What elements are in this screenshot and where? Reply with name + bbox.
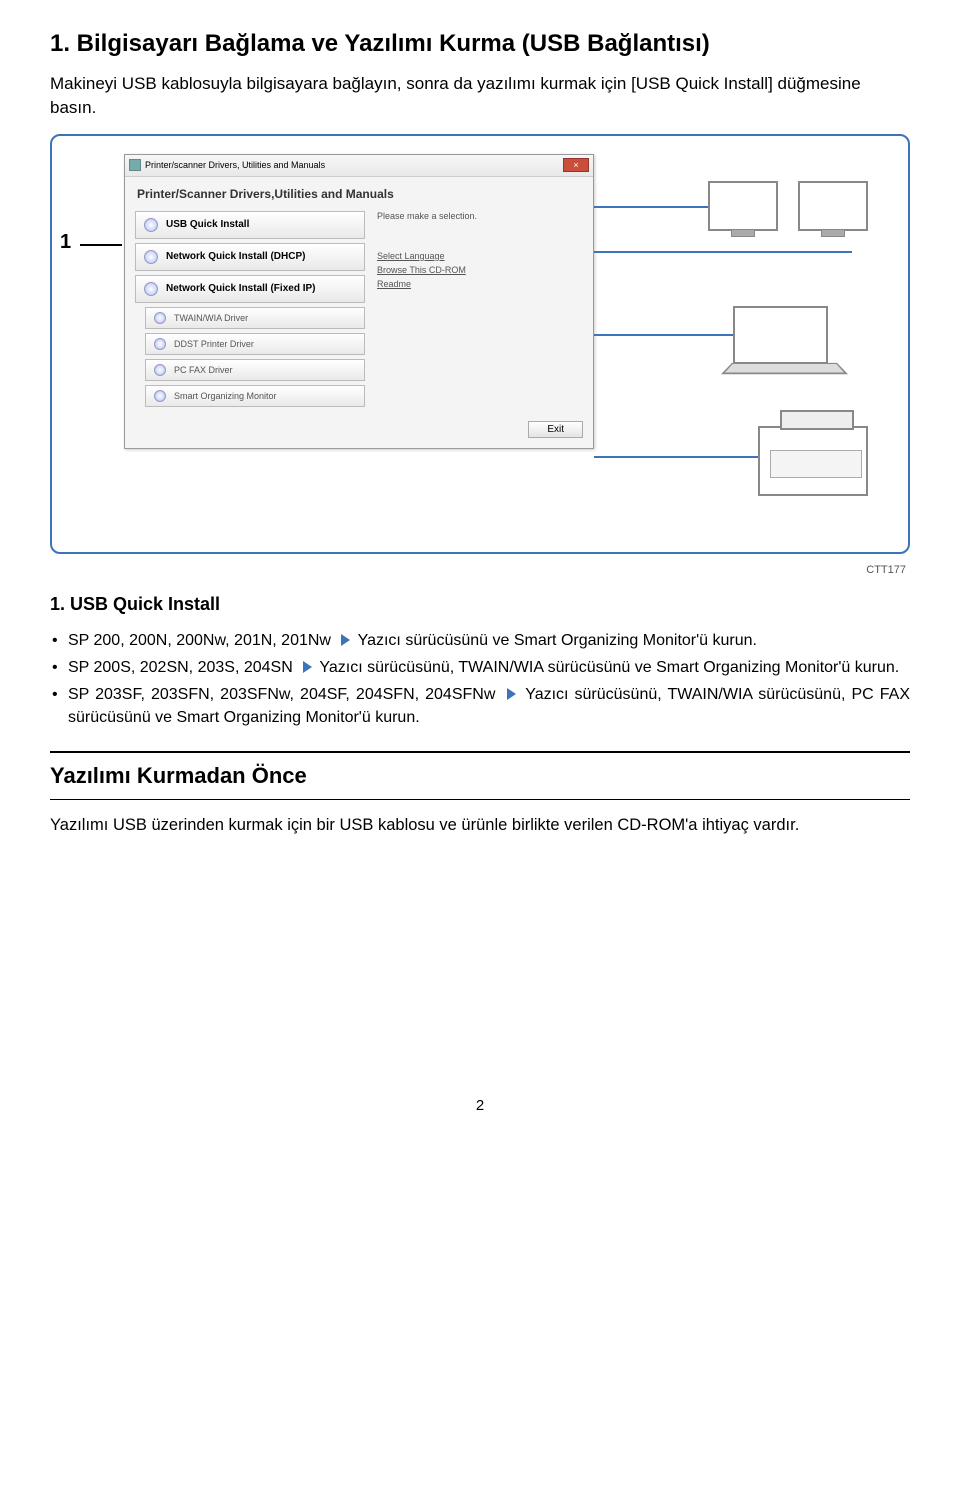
disc-icon [144, 250, 158, 264]
instruction-text: Yazıcı sürücüsünü, TWAIN/WIA sürücüsünü … [315, 659, 899, 676]
models-text: SP 200S, 202SN, 203S, 204SN [68, 659, 297, 676]
model-list: SP 200, 200N, 200Nw, 201N, 201Nw Yazıcı … [50, 629, 910, 730]
twain-button[interactable]: TWAIN/WIA Driver [145, 307, 365, 329]
button-column: USB Quick Install Network Quick Install … [135, 211, 365, 407]
som-label: Smart Organizing Monitor [174, 391, 277, 401]
list-item: SP 200S, 202SN, 203S, 204SN Yazıcı sürüc… [50, 656, 910, 679]
fixed-label: Network Quick Install (Fixed IP) [166, 283, 315, 294]
connector-line [594, 251, 852, 253]
sub-heading: 1. USB Quick Install [50, 594, 910, 615]
pcfax-label: PC FAX Driver [174, 365, 233, 375]
triangle-icon [303, 661, 312, 673]
models-text: SP 200, 200N, 200Nw, 201N, 201Nw [68, 632, 335, 649]
section-2-title: Yazılımı Kurmadan Önce [50, 763, 910, 789]
twain-label: TWAIN/WIA Driver [174, 313, 248, 323]
select-language-link[interactable]: Select Language [377, 251, 583, 261]
disc-icon [154, 312, 166, 324]
section-2-body: Yazılımı USB üzerinden kurmak için bir U… [50, 814, 910, 837]
list-item: SP 200, 200N, 200Nw, 201N, 201Nw Yazıcı … [50, 629, 910, 652]
laptop-icon [733, 306, 828, 364]
image-code: CTT177 [50, 564, 910, 576]
readme-link[interactable]: Readme [377, 279, 583, 289]
intro-paragraph: Makineyi USB kablosuyla bilgisayara bağl… [50, 72, 910, 120]
right-column: Please make a selection. Select Language… [377, 211, 583, 407]
disc-icon [144, 282, 158, 296]
page-title: 1. Bilgisayarı Bağlama ve Yazılımı Kurma… [50, 30, 910, 58]
network-fixed-button[interactable]: Network Quick Install (Fixed IP) [135, 275, 365, 303]
printer-icon [758, 426, 868, 496]
usb-quick-install-button[interactable]: USB Quick Install [135, 211, 365, 239]
window-title-text: Printer/scanner Drivers, Utilities and M… [145, 160, 325, 170]
app-icon [129, 159, 141, 171]
selection-hint: Please make a selection. [377, 211, 583, 221]
ddst-button[interactable]: DDST Printer Driver [145, 333, 365, 355]
browse-cd-link[interactable]: Browse This CD-ROM [377, 265, 583, 275]
triangle-icon [507, 688, 516, 700]
installer-window: Printer/scanner Drivers, Utilities and M… [124, 154, 594, 449]
disc-icon [154, 364, 166, 376]
monitor-icon [708, 181, 778, 231]
window-titlebar: Printer/scanner Drivers, Utilities and M… [125, 155, 593, 177]
disc-icon [154, 338, 166, 350]
dhcp-label: Network Quick Install (DHCP) [166, 251, 305, 262]
step-line [80, 244, 122, 246]
disc-icon [154, 390, 166, 402]
step-number: 1 [60, 231, 71, 254]
divider-thin [50, 799, 910, 800]
instruction-text: Yazıcı sürücüsünü ve Smart Organizing Mo… [353, 632, 757, 649]
diagram-container: 1 Printer/scanner Drivers, Utilities and… [50, 134, 910, 554]
installer-heading: Printer/Scanner Drivers,Utilities and Ma… [125, 177, 593, 207]
close-button[interactable]: × [563, 158, 589, 172]
triangle-icon [341, 634, 350, 646]
monitor-icon [798, 181, 868, 231]
som-button[interactable]: Smart Organizing Monitor [145, 385, 365, 407]
installer-body: USB Quick Install Network Quick Install … [125, 207, 593, 417]
exit-row: Exit [125, 417, 593, 448]
page-number: 2 [50, 1097, 910, 1114]
network-dhcp-button[interactable]: Network Quick Install (DHCP) [135, 243, 365, 271]
list-item: SP 203SF, 203SFN, 203SFNw, 204SF, 204SFN… [50, 683, 910, 729]
ddst-label: DDST Printer Driver [174, 339, 254, 349]
exit-button[interactable]: Exit [528, 421, 583, 438]
divider-thick [50, 751, 910, 753]
usb-label: USB Quick Install [166, 219, 249, 230]
models-text: SP 203SF, 203SFN, 203SFNw, 204SF, 204SFN… [68, 686, 501, 703]
pcfax-button[interactable]: PC FAX Driver [145, 359, 365, 381]
disc-icon [144, 218, 158, 232]
